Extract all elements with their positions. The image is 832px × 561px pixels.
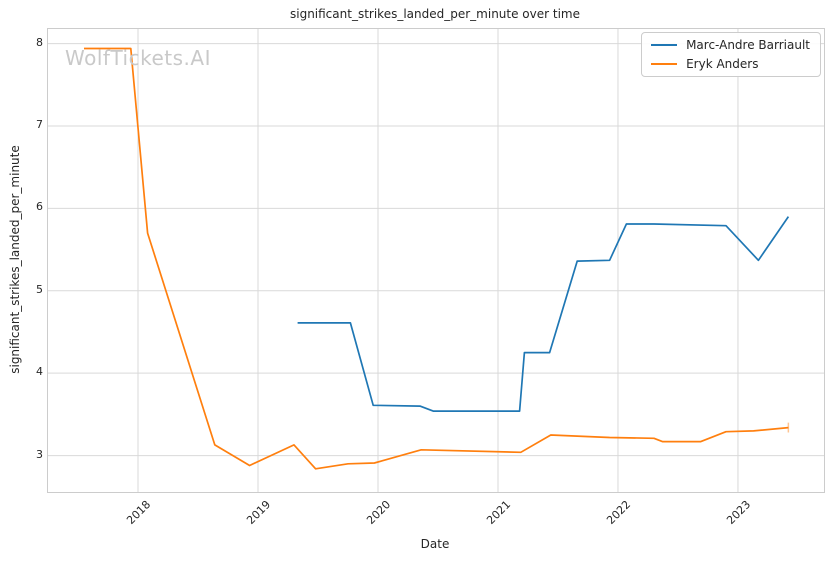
plot-area: WolfTickets.AI Marc-Andre Barriault Eryk… bbox=[47, 28, 825, 493]
series-line-eryk-anders bbox=[84, 47, 789, 470]
chart-title: significant_strikes_landed_per_minute ov… bbox=[289, 7, 580, 21]
x-tick-label: 2018 bbox=[124, 498, 154, 527]
legend-line-swatch-orange bbox=[651, 63, 678, 65]
x-tick-label: 2022 bbox=[604, 498, 634, 527]
legend: Marc-Andre Barriault Eryk Anders bbox=[641, 32, 821, 77]
y-tick-label: 5 bbox=[36, 282, 43, 296]
legend-line-swatch-blue bbox=[651, 44, 678, 46]
legend-label-marc-andre-barriault: Marc-Andre Barriault bbox=[686, 38, 810, 52]
legend-item-eryk-anders: Eryk Anders bbox=[651, 57, 810, 71]
y-tick-label: 3 bbox=[36, 447, 43, 461]
y-tick-label: 7 bbox=[36, 117, 43, 131]
y-tick-label: 8 bbox=[36, 35, 43, 49]
y-axis-label: significant_strikes_landed_per_minute bbox=[8, 145, 22, 374]
series-line-marc-andre-barriault bbox=[297, 216, 790, 412]
x-tick-label: 2020 bbox=[364, 498, 394, 527]
x-axis-label: Date bbox=[420, 537, 450, 551]
x-tick-label: 2021 bbox=[484, 498, 514, 527]
legend-label-eryk-anders: Eryk Anders bbox=[686, 57, 759, 71]
x-tick-label: 2019 bbox=[244, 498, 274, 527]
y-tick-label: 6 bbox=[36, 200, 43, 214]
y-tick-label: 4 bbox=[36, 365, 43, 379]
x-tick-label: 2023 bbox=[724, 498, 754, 527]
legend-item-marc-andre-barriault: Marc-Andre Barriault bbox=[651, 38, 810, 52]
chart-svg bbox=[48, 29, 824, 492]
